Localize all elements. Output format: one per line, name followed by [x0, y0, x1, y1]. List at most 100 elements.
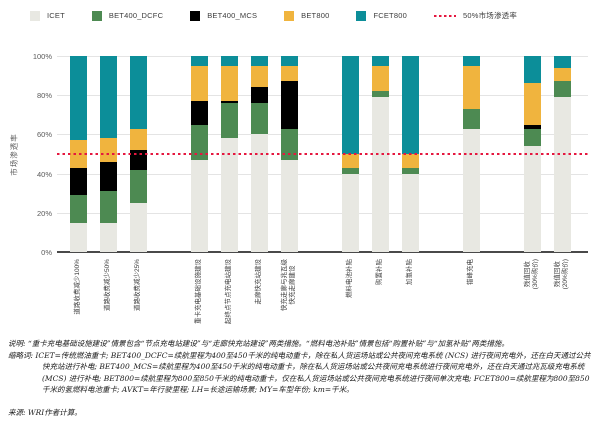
bar-segment-ICET [401, 173, 419, 252]
legend-color-swatch-icon [284, 10, 295, 21]
note-abbreviations: 缩略词: ICET=传统燃油重卡; BET400_DCFC=续航里程为400至4… [8, 350, 591, 395]
y-axis-tick-label: 20% [36, 208, 52, 218]
bar-segment-FCET800 [462, 56, 480, 66]
bar-segment-BET400_MCS [190, 101, 208, 125]
y-axis-tick-label: 0% [41, 248, 52, 257]
bar-segment-BET400_DCFC [280, 128, 298, 160]
legend-item-label: ICET [47, 11, 65, 20]
legend-item-label: BET800 [301, 11, 330, 20]
x-axis-label: 快充走廊与兆瓦级 快充走廊建设 [281, 259, 296, 311]
bar-segment-BET400_DCFC [190, 124, 208, 160]
legend-item: FCET800 [356, 10, 407, 21]
bar-segment-FCET800 [401, 56, 419, 154]
chart-legend: ICET BET400_DCFC BET400_MCS BET800 FCET800 50… [30, 10, 594, 21]
bar-segment-BET400_MCS [280, 81, 298, 129]
bar-segment-FCET800 [553, 56, 571, 68]
bar-segment-ICET [371, 97, 389, 252]
bar-segment-FCET800 [280, 56, 298, 66]
note-description: 说明: “重卡充电基础设施建设”情景包含“节点充电站建设”与“走廊快充站建设”两… [8, 339, 509, 348]
bar-segment-BET800 [523, 83, 541, 125]
bar-segment-BET400_DCFC [220, 103, 238, 139]
x-axis-label: 道路收费减少50% [104, 259, 111, 312]
bar-segment-BET800 [341, 154, 359, 168]
grid-line [57, 56, 588, 57]
legend-item: BET400_DCFC [91, 10, 164, 21]
x-axis-label: 残值回收 (30%购价) [524, 259, 539, 290]
legend-color-swatch-icon [30, 10, 40, 21]
legend-color-swatch-icon [190, 10, 201, 21]
bar-segment-ICET [280, 159, 298, 252]
bar-segment-ICET [220, 138, 238, 252]
bar-segment-FCET800 [250, 56, 268, 66]
legend-color-swatch-icon [356, 10, 367, 21]
x-axis-label: 残值回收 (20%购价) [554, 259, 569, 290]
bar-segment-BET800 [220, 65, 238, 102]
legend-item-reference: 50%市场渗透率 [433, 10, 518, 21]
bar-segment-BET800 [99, 138, 117, 162]
bar-segment-BET400_MCS [99, 161, 117, 192]
bar-segment-BET400_DCFC [69, 195, 87, 223]
bar-segment-ICET [250, 134, 268, 252]
bar-segment-ICET [462, 128, 480, 252]
bar-segment-FCET800 [99, 56, 117, 139]
bar-segment-BET400_MCS [523, 124, 541, 129]
bar-segment-BET400_MCS [69, 167, 87, 196]
bar-segment-FCET800 [220, 56, 238, 66]
grid-line [57, 212, 588, 214]
y-axis-tick-label: 80% [36, 91, 52, 101]
grid-line [57, 173, 588, 175]
legend-color-swatch-icon [91, 10, 102, 21]
bar-segment-BET400_DCFC [341, 167, 359, 174]
x-axis-label: 购置补贴 [376, 259, 383, 285]
x-axis-label: 加氢补贴 [406, 259, 413, 285]
bar-segment-BET800 [401, 154, 419, 168]
legend-item-label: BET400_MCS [207, 11, 258, 20]
x-axis-label: 起终点节点充电站建设 [225, 259, 232, 324]
bar-segment-FCET800 [371, 56, 389, 66]
y-axis-tick-label: 100% [32, 52, 52, 61]
grid-line [57, 95, 588, 97]
bar-segment-ICET [99, 222, 117, 252]
bar-segment-BET400_DCFC [553, 81, 571, 98]
reference-line-50pct [57, 153, 588, 155]
bar-segment-ICET [341, 173, 359, 252]
bar-segment-BET800 [250, 65, 268, 88]
bar-segment-FCET800 [341, 56, 359, 154]
note-source: 来源: WRI作者计算。 [8, 407, 82, 417]
bar-segment-FCET800 [523, 56, 541, 84]
x-axis-label: 道路收费减少25% [134, 259, 141, 312]
grid-line [57, 134, 588, 136]
bar-segment-BET400_DCFC [462, 108, 480, 129]
legend-item: ICET [30, 10, 65, 21]
y-axis-tick-label: 60% [36, 130, 52, 140]
x-axis-label: 燃料电池补贴 [346, 259, 353, 298]
bar-segment-BET800 [371, 65, 389, 92]
dotted-line-icon [433, 14, 456, 17]
legend-item-label: BET400_DCFC [108, 11, 164, 20]
legend-item-label: FCET800 [373, 11, 407, 20]
bar-segment-BET400_DCFC [523, 128, 541, 147]
legend-item: BET400_MCS [190, 10, 258, 21]
x-axis-line [57, 251, 588, 253]
bar-segment-BET800 [553, 67, 571, 82]
bar-segment-BET800 [280, 65, 298, 82]
bar-segment-ICET [129, 203, 147, 252]
x-axis-label: 错峰充电 [467, 259, 474, 285]
chart-notes: 说明: “重卡充电基础设施建设”情景包含“节点充电站建设”与“走廊快充站建设”两… [8, 338, 592, 418]
bar-segment-ICET [553, 97, 571, 252]
bar-segment-FCET800 [129, 56, 147, 129]
bar-segment-FCET800 [190, 56, 208, 66]
y-axis-tick-label: 40% [36, 169, 52, 179]
bar-segment-BET400_DCFC [371, 91, 389, 98]
bar-segment-ICET [190, 159, 208, 252]
legend-item-label: 50%市场渗透率 [462, 11, 518, 20]
bar-segment-BET400_DCFC [129, 169, 147, 203]
y-axis-title: 市场渗透率 [9, 133, 19, 176]
bar-segment-BET800 [129, 128, 147, 151]
bar-segment-ICET [69, 222, 87, 252]
bar-segment-BET400_DCFC [250, 103, 268, 135]
x-axis-label: 道路收费减少100% [74, 259, 81, 315]
x-axis-label: 走廊快充站建设 [255, 259, 262, 305]
